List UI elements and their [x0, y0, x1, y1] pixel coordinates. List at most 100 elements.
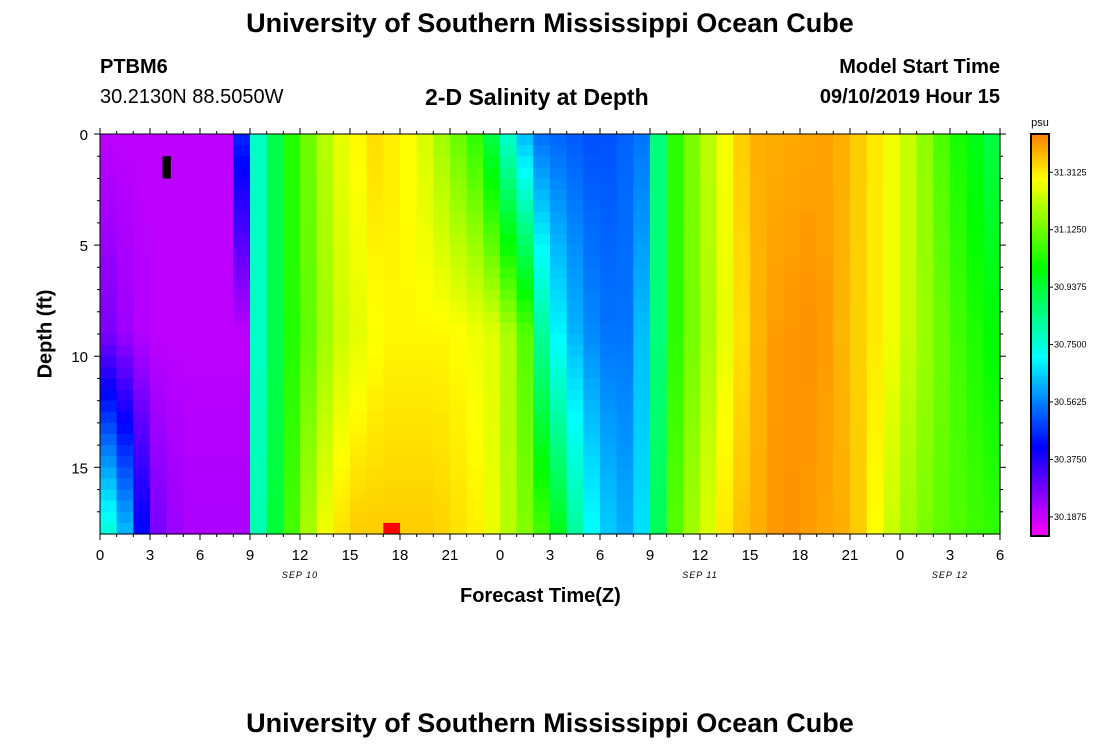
heatmap-cell — [600, 445, 618, 457]
heatmap-cell — [316, 245, 334, 257]
heatmap-cell — [216, 389, 234, 402]
heatmap-cell — [366, 411, 384, 424]
heatmap-cell — [633, 334, 651, 346]
heatmap-cell — [716, 234, 734, 246]
heatmap-cell — [166, 378, 184, 391]
heatmap-cell — [716, 289, 734, 302]
heatmap-cell — [783, 445, 801, 457]
heatmap-cell — [200, 367, 218, 380]
heatmap-cell — [316, 322, 334, 335]
heatmap-cell — [500, 178, 518, 191]
heatmap-cell — [733, 445, 751, 457]
heatmap-cell — [150, 289, 168, 302]
heatmap-cell — [316, 289, 334, 302]
heatmap-cell — [550, 145, 568, 157]
colorbar-swatch — [1031, 311, 1049, 316]
heatmap-cell — [816, 378, 834, 391]
heatmap-cell — [283, 422, 301, 435]
heatmap-cell — [116, 400, 134, 413]
heatmap-cell — [633, 289, 651, 302]
heatmap-cell — [166, 411, 184, 424]
heatmap-cell — [983, 522, 1001, 535]
heatmap-cell — [650, 400, 668, 413]
heatmap-cell — [233, 234, 251, 246]
heatmap-cell — [866, 489, 884, 502]
heatmap-cell — [216, 311, 234, 324]
colorbar-swatch — [1031, 489, 1049, 494]
heatmap-cell — [433, 189, 451, 202]
heatmap-cell — [733, 367, 751, 380]
heatmap-cell — [316, 500, 334, 513]
heatmap-cell — [400, 467, 418, 480]
heatmap-cell — [933, 145, 951, 157]
heatmap-cell — [600, 334, 618, 346]
heatmap-cell — [200, 478, 218, 491]
colorbar-swatch — [1031, 492, 1049, 497]
heatmap-cell — [900, 445, 918, 457]
heatmap-cell — [683, 511, 701, 524]
heatmap-cell — [150, 167, 168, 180]
heatmap-cell — [116, 211, 134, 224]
heatmap-cell — [233, 167, 251, 180]
heatmap-cell — [333, 278, 351, 291]
heatmap-cell — [383, 500, 401, 513]
x-tick-label: 3 — [946, 547, 954, 564]
heatmap-cell — [350, 522, 368, 535]
heatmap-cell — [416, 245, 434, 257]
heatmap-cell — [816, 134, 834, 146]
heatmap-cell — [683, 478, 701, 491]
heatmap-cell — [850, 445, 868, 457]
heatmap-cell — [200, 445, 218, 457]
heatmap-cell — [466, 522, 484, 535]
heatmap-cell — [283, 267, 301, 280]
heatmap-cell — [216, 211, 234, 224]
heatmap-cell — [200, 334, 218, 346]
heatmap-cell — [500, 311, 518, 324]
heatmap-cell — [750, 178, 768, 191]
colorbar-swatch — [1031, 177, 1049, 182]
heatmap-cell — [466, 322, 484, 335]
colorbar-swatch — [1031, 462, 1049, 467]
heatmap-cell — [116, 178, 134, 191]
heatmap-cell — [316, 234, 334, 246]
heatmap-cell — [316, 489, 334, 502]
heatmap-cell — [550, 311, 568, 324]
heatmap-cell — [283, 245, 301, 257]
heatmap-cell — [433, 300, 451, 313]
heatmap-cell — [900, 278, 918, 291]
heatmap-cell — [433, 367, 451, 380]
colorbar-swatch — [1031, 144, 1049, 148]
heatmap-cell — [950, 456, 968, 468]
heatmap-cell — [933, 511, 951, 524]
heatmap-cell — [100, 500, 118, 513]
heatmap-cell — [716, 400, 734, 413]
heatmap-cell — [200, 467, 218, 480]
colorbar-swatch — [1031, 328, 1049, 333]
heatmap-cell — [800, 389, 818, 402]
heatmap-cell — [266, 300, 284, 313]
heatmap-cell — [450, 256, 468, 268]
heatmap-cell — [533, 278, 551, 291]
heatmap-cell — [466, 367, 484, 380]
heatmap-cell — [850, 334, 868, 346]
heatmap-cell — [916, 522, 934, 535]
x-tick-label: 3 — [146, 547, 154, 564]
colorbar-swatch — [1031, 170, 1049, 175]
red-marker — [383, 522, 400, 534]
heatmap-cell — [200, 456, 218, 468]
heatmap-cell — [566, 478, 584, 491]
heatmap-cell — [533, 289, 551, 302]
colorbar-swatch — [1031, 180, 1049, 185]
heatmap-cell — [550, 245, 568, 257]
heatmap-cell — [400, 289, 418, 302]
heatmap-cell — [383, 167, 401, 180]
heatmap-cell — [966, 167, 984, 180]
heatmap-cell — [150, 367, 168, 380]
heatmap-cell — [983, 211, 1001, 224]
heatmap-cell — [500, 345, 518, 357]
heatmap-cell — [516, 267, 534, 280]
heatmap-cell — [333, 167, 351, 180]
heatmap-cell — [383, 456, 401, 468]
heatmap-cell — [566, 300, 584, 313]
heatmap-cell — [266, 289, 284, 302]
